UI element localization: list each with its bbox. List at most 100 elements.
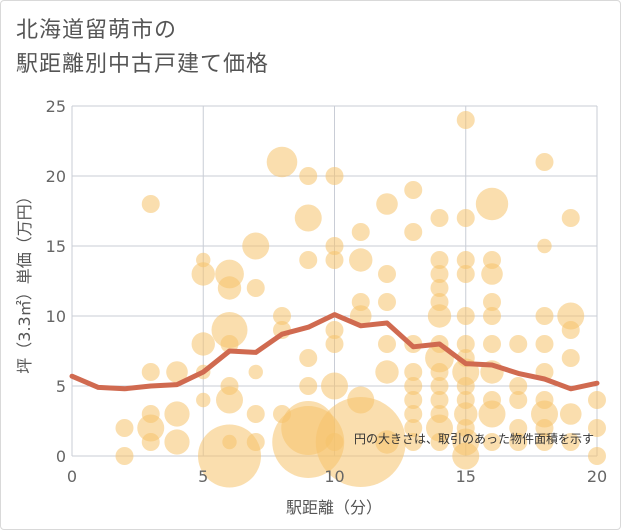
data-bubble [404, 181, 423, 199]
data-bubble [454, 402, 478, 426]
y-tick-label: 0 [56, 447, 66, 466]
data-bubble [404, 377, 423, 395]
data-bubble [456, 209, 475, 227]
bubble-size-note: 円の大きさは、取引のあった物件面積を示す [354, 431, 594, 446]
data-bubble [217, 276, 242, 300]
data-bubble [315, 397, 406, 487]
data-bubble [509, 391, 528, 409]
data-bubble [196, 392, 211, 408]
data-bubble [535, 419, 554, 437]
data-bubble [588, 391, 606, 409]
x-tick-label: 20 [587, 467, 607, 486]
data-bubble [427, 304, 452, 328]
data-bubble [299, 251, 318, 269]
data-bubble [430, 279, 449, 297]
data-bubble [115, 447, 134, 465]
data-bubble [246, 433, 265, 451]
data-bubble [456, 377, 475, 395]
chart-title: 北海道留萌市の 駅距離別中古戸建て価格 [16, 14, 269, 82]
x-axis-label: 駅距離（分） [286, 498, 382, 517]
data-bubble [475, 187, 509, 221]
data-bubble [509, 419, 528, 437]
data-bubble [141, 195, 160, 213]
data-bubble [141, 363, 160, 381]
data-bubble [483, 433, 501, 451]
data-bubble [509, 433, 528, 451]
data-bubble [351, 223, 370, 241]
data-bubble [430, 433, 449, 451]
tick-labels: 0 5 10 15 20 0 5 10 15 20 25 [46, 97, 608, 486]
data-bubble [456, 265, 475, 283]
data-bubble [246, 405, 265, 423]
data-bubble [430, 377, 449, 395]
x-tick-label: 5 [198, 467, 208, 486]
data-bubble [325, 335, 344, 353]
data-bubble [325, 167, 344, 185]
data-bubble [531, 400, 558, 428]
y-tick-label: 15 [46, 237, 66, 256]
data-bubble [141, 433, 160, 451]
data-bubble [164, 429, 190, 455]
data-bubble [535, 307, 554, 325]
data-bubble [266, 146, 298, 178]
data-bubble [452, 442, 480, 470]
data-bubble [561, 321, 580, 339]
data-bubble [456, 111, 475, 129]
data-bubble [378, 265, 396, 283]
data-bubble [483, 293, 501, 311]
y-axis-label: 坪（3.3㎡）単価（万円） [15, 188, 34, 373]
data-bubble [509, 377, 528, 395]
data-bubble [299, 349, 318, 367]
data-bubble [430, 209, 449, 227]
data-bubble [191, 262, 215, 286]
data-bubble [430, 251, 449, 269]
data-bubble [478, 400, 506, 428]
data-bubble [375, 430, 399, 454]
data-bubble [588, 447, 606, 465]
data-bubble [325, 251, 344, 269]
y-tick-label: 5 [56, 377, 66, 396]
data-bubble [115, 419, 134, 437]
data-bubble [164, 401, 190, 427]
data-bubble [456, 307, 475, 325]
data-bubble [248, 364, 263, 380]
data-bubble [561, 209, 580, 227]
data-bubble [273, 307, 291, 325]
data-bubble [404, 223, 423, 241]
data-bubble [559, 403, 582, 425]
data-bubble [220, 335, 239, 353]
x-tick-label: 10 [324, 467, 344, 486]
data-bubble [137, 414, 165, 442]
data-bubble [483, 335, 501, 353]
data-bubble [404, 433, 423, 451]
y-tick-label: 25 [46, 97, 66, 116]
data-bubble [375, 360, 399, 384]
data-bubble [198, 424, 261, 488]
y-tick-label: 20 [46, 167, 66, 186]
data-bubble [378, 335, 396, 353]
data-bubble [216, 386, 243, 414]
data-bubble [430, 265, 449, 283]
y-tick-label: 10 [46, 307, 66, 326]
chart-title-line-1: 北海道留萌市の [16, 18, 178, 43]
average-price-line [69, 312, 600, 392]
x-tick-label: 15 [456, 467, 476, 486]
data-bubble [561, 433, 580, 451]
data-bubble [166, 361, 188, 383]
data-bubble [378, 293, 396, 311]
average-line-layer [69, 312, 600, 392]
data-bubble [294, 204, 322, 232]
data-bubble [535, 433, 554, 451]
data-bubble [456, 335, 475, 353]
data-bubble [325, 237, 344, 255]
data-bubble [483, 307, 501, 325]
data-bubble [456, 251, 475, 269]
chart-title-line-2: 駅距離別中古戸建て価格 [16, 52, 270, 77]
data-bubble [426, 414, 453, 442]
data-bubble [404, 391, 423, 409]
data-bubble [349, 248, 373, 272]
data-bubble [481, 263, 503, 285]
data-bubble [509, 335, 528, 353]
data-bubble [404, 363, 423, 381]
